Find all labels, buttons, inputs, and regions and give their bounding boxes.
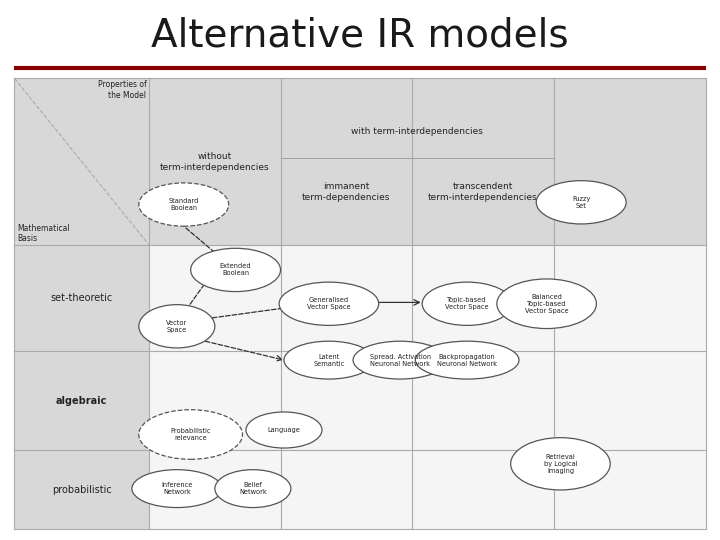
Text: Probabilistic
relevance: Probabilistic relevance <box>171 428 211 441</box>
Text: Retrieval
by Logical
Imaging: Retrieval by Logical Imaging <box>544 454 577 474</box>
Bar <box>14 351 706 450</box>
Text: Balanced
Topic-based
Vector Space: Balanced Topic-based Vector Space <box>525 294 568 314</box>
Ellipse shape <box>510 437 611 490</box>
Text: without
term-interdependencies: without term-interdependencies <box>160 152 270 172</box>
Ellipse shape <box>422 282 512 326</box>
Text: probabilistic: probabilistic <box>52 485 112 495</box>
Ellipse shape <box>139 183 229 226</box>
Text: Properties of
the Model: Properties of the Model <box>97 80 146 100</box>
Text: immanent
term-dependencies: immanent term-dependencies <box>302 181 390 202</box>
Ellipse shape <box>497 279 596 328</box>
Text: Mathematical
Basis: Mathematical Basis <box>17 224 70 243</box>
Ellipse shape <box>139 410 243 460</box>
Ellipse shape <box>284 341 374 379</box>
Bar <box>14 245 149 351</box>
Text: transcendent
term-interdependencies: transcendent term-interdependencies <box>428 181 538 202</box>
Text: Extended
Boolean: Extended Boolean <box>220 264 251 276</box>
Text: Topic-based
Vector Space: Topic-based Vector Space <box>446 297 489 310</box>
Ellipse shape <box>132 470 222 508</box>
Text: Backpropagation
Neuronal Network: Backpropagation Neuronal Network <box>437 354 497 367</box>
Ellipse shape <box>415 341 519 379</box>
Ellipse shape <box>215 470 291 508</box>
Text: set-theoretic: set-theoretic <box>50 293 113 303</box>
Text: algebraic: algebraic <box>56 396 107 406</box>
Ellipse shape <box>279 282 379 326</box>
Ellipse shape <box>536 181 626 224</box>
Text: with term-interdependencies: with term-interdependencies <box>351 127 483 136</box>
Bar <box>14 78 706 245</box>
Text: Vector
Space: Vector Space <box>166 320 187 333</box>
Bar <box>14 450 149 529</box>
Bar <box>14 351 149 450</box>
Text: Spread. Activation
Neuronal Network: Spread. Activation Neuronal Network <box>369 354 431 367</box>
Ellipse shape <box>191 248 281 292</box>
Ellipse shape <box>246 412 322 448</box>
Bar <box>14 450 706 529</box>
Ellipse shape <box>353 341 447 379</box>
Text: Latent
Semantic: Latent Semantic <box>313 354 345 367</box>
Text: Alternative IR models: Alternative IR models <box>151 16 569 54</box>
Text: Language: Language <box>268 427 300 433</box>
Text: Fuzzy
Set: Fuzzy Set <box>572 196 590 209</box>
Bar <box>14 245 706 351</box>
Text: Generalised
Vector Space: Generalised Vector Space <box>307 297 351 310</box>
Text: Belief
Network: Belief Network <box>239 482 266 495</box>
Text: Inference
Network: Inference Network <box>161 482 192 495</box>
Ellipse shape <box>139 305 215 348</box>
Text: Standard
Boolean: Standard Boolean <box>168 198 199 211</box>
